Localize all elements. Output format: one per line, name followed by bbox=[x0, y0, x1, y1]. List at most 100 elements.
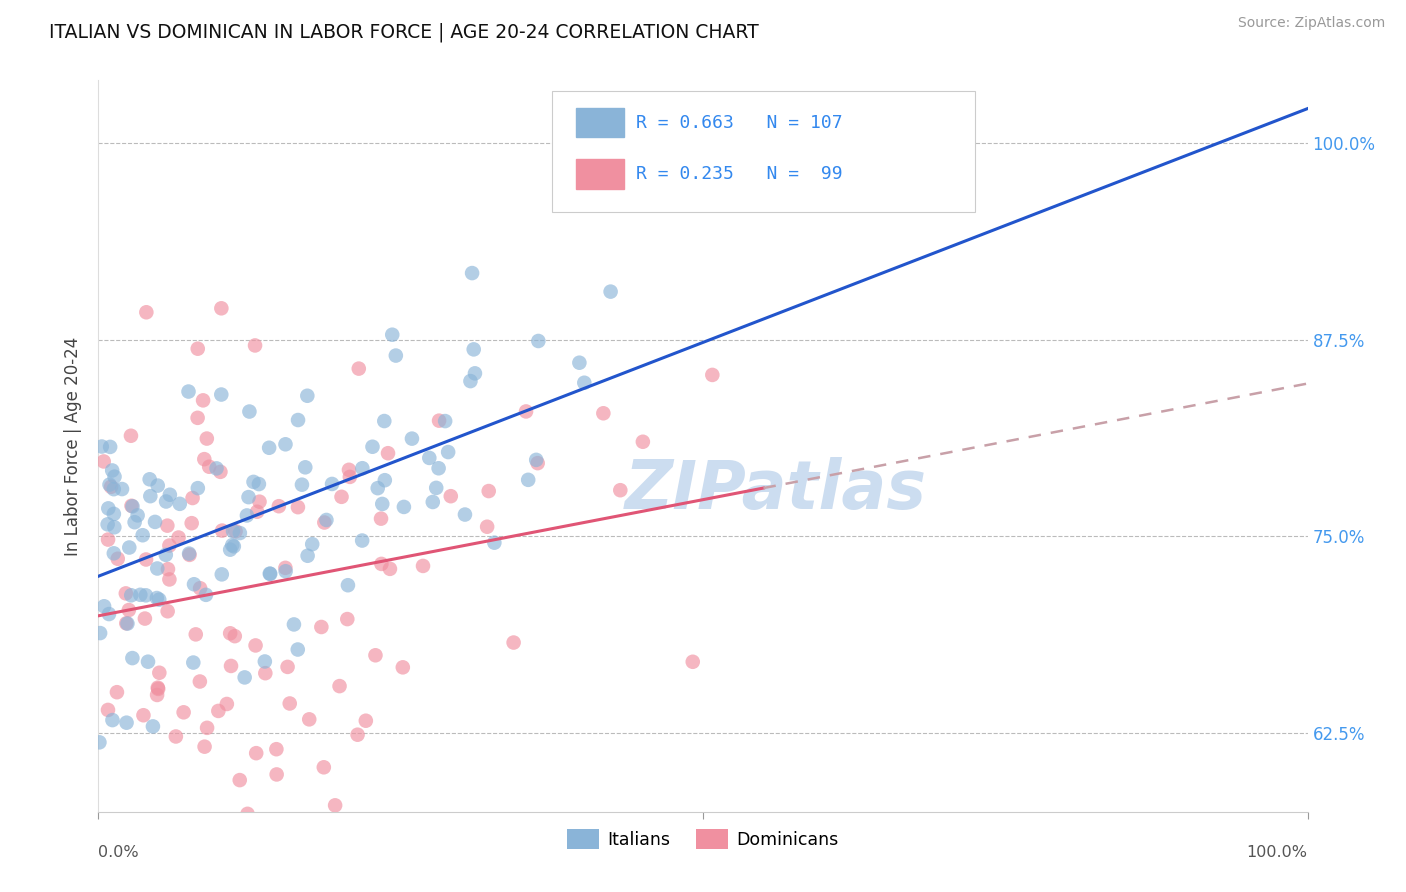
Point bbox=[301, 537, 323, 551]
Point bbox=[328, 679, 350, 693]
Point bbox=[148, 592, 170, 607]
Point bbox=[412, 558, 434, 573]
Point bbox=[418, 450, 440, 465]
Point bbox=[352, 461, 374, 475]
Point bbox=[238, 490, 260, 504]
Point bbox=[515, 404, 537, 418]
Point bbox=[184, 627, 207, 641]
Point bbox=[347, 361, 370, 376]
Point bbox=[198, 459, 221, 474]
Point bbox=[135, 552, 157, 566]
Point bbox=[117, 616, 139, 631]
Point bbox=[463, 343, 485, 357]
FancyBboxPatch shape bbox=[551, 91, 976, 212]
Point bbox=[177, 384, 200, 399]
Point bbox=[378, 562, 401, 576]
Point bbox=[374, 473, 396, 487]
Point bbox=[135, 588, 157, 602]
Point bbox=[103, 469, 125, 483]
Text: R = 0.663   N = 107: R = 0.663 N = 107 bbox=[637, 113, 844, 132]
Point bbox=[336, 612, 359, 626]
Point bbox=[314, 516, 336, 530]
Point bbox=[103, 546, 125, 560]
Point bbox=[188, 581, 211, 595]
Point bbox=[315, 513, 337, 527]
Point bbox=[568, 356, 591, 370]
Point bbox=[89, 626, 111, 640]
Point bbox=[287, 500, 309, 515]
Point bbox=[385, 349, 408, 363]
Point bbox=[120, 588, 142, 602]
Point bbox=[211, 524, 233, 538]
Point bbox=[148, 665, 170, 680]
Point bbox=[311, 620, 333, 634]
Point bbox=[127, 508, 149, 523]
Point bbox=[136, 655, 159, 669]
Bar bbox=[576, 108, 624, 137]
Point bbox=[156, 562, 179, 576]
Point bbox=[682, 655, 704, 669]
Point bbox=[371, 497, 394, 511]
Point bbox=[274, 564, 297, 578]
Point bbox=[141, 824, 163, 838]
Point bbox=[180, 516, 202, 531]
Point bbox=[243, 338, 266, 352]
Text: Source: ZipAtlas.com: Source: ZipAtlas.com bbox=[1237, 16, 1385, 30]
Point bbox=[187, 410, 209, 425]
Point bbox=[146, 681, 169, 695]
Point bbox=[427, 414, 450, 428]
Point bbox=[478, 484, 501, 499]
Point bbox=[167, 531, 190, 545]
Point bbox=[193, 452, 215, 467]
Point bbox=[370, 557, 392, 571]
Point bbox=[121, 651, 143, 665]
Point bbox=[146, 591, 169, 605]
Point bbox=[346, 728, 368, 742]
Point bbox=[425, 481, 447, 495]
Point bbox=[97, 533, 120, 547]
Point bbox=[266, 742, 288, 756]
Point bbox=[229, 526, 252, 541]
Point bbox=[103, 482, 125, 496]
Point bbox=[169, 497, 191, 511]
Point bbox=[434, 414, 457, 428]
Point bbox=[194, 739, 217, 754]
Text: R = 0.235   N =  99: R = 0.235 N = 99 bbox=[637, 165, 844, 183]
Point bbox=[118, 603, 141, 617]
Point bbox=[103, 520, 125, 534]
Point bbox=[381, 327, 404, 342]
Point bbox=[98, 477, 121, 491]
Point bbox=[245, 639, 267, 653]
Point bbox=[129, 588, 152, 602]
Point bbox=[222, 540, 245, 554]
Point bbox=[246, 505, 269, 519]
Point bbox=[148, 681, 170, 696]
Text: ZIPatlas: ZIPatlas bbox=[624, 457, 927, 523]
Point bbox=[238, 404, 260, 418]
Point bbox=[461, 266, 484, 280]
Point bbox=[219, 542, 242, 557]
Point bbox=[274, 561, 297, 575]
Point bbox=[460, 374, 482, 388]
Point bbox=[120, 429, 142, 443]
Point bbox=[224, 629, 246, 643]
Point bbox=[155, 548, 177, 562]
Point bbox=[257, 441, 280, 455]
Point bbox=[111, 482, 134, 496]
Point bbox=[146, 561, 169, 575]
Point bbox=[242, 475, 264, 489]
Point bbox=[287, 642, 309, 657]
Point bbox=[131, 528, 153, 542]
Text: 0.0%: 0.0% bbox=[98, 845, 139, 860]
Point bbox=[354, 714, 377, 728]
Point bbox=[181, 491, 204, 505]
Point bbox=[283, 617, 305, 632]
Point bbox=[297, 549, 319, 563]
Point bbox=[195, 432, 218, 446]
Point bbox=[298, 712, 321, 726]
Point bbox=[115, 715, 138, 730]
Point bbox=[236, 508, 259, 523]
Point bbox=[277, 660, 299, 674]
Point bbox=[179, 548, 201, 562]
Point bbox=[98, 440, 121, 454]
